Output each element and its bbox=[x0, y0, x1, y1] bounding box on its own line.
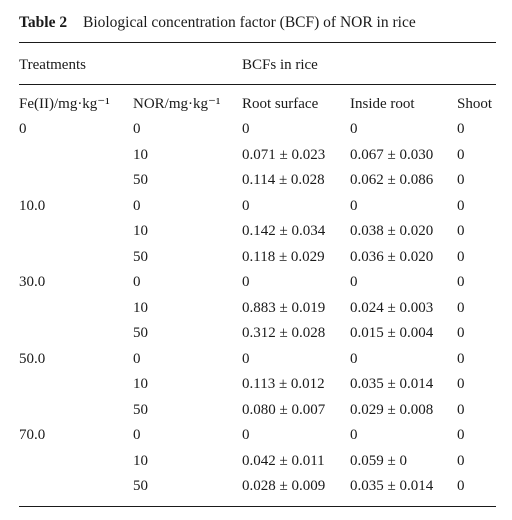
inside-root-cell: 0.015 ± 0.004 bbox=[350, 325, 434, 341]
shoot-cell: 0 bbox=[457, 351, 465, 367]
inside-root-cell: 0.038 ± 0.020 bbox=[350, 223, 434, 239]
root-surface-cell: 0.080 ± 0.007 bbox=[242, 402, 326, 418]
shoot-cell: 0 bbox=[457, 249, 465, 265]
fe-cell: 70.0 bbox=[19, 427, 46, 443]
inside-root-cell: 0 bbox=[350, 351, 358, 367]
root-surface-cell: 0.142 ± 0.034 bbox=[242, 223, 326, 239]
column-header-nor: NOR/mg·kg⁻¹ bbox=[133, 96, 221, 112]
column-header-root-surface: Root surface bbox=[242, 96, 319, 112]
column-header-inside-root: Inside root bbox=[350, 96, 415, 112]
fe-cell: 0 bbox=[19, 121, 27, 137]
shoot-cell: 0 bbox=[457, 453, 465, 469]
root-surface-cell: 0.071 ± 0.023 bbox=[242, 147, 326, 163]
inside-root-cell: 0 bbox=[350, 427, 358, 443]
shoot-cell: 0 bbox=[457, 198, 465, 214]
root-surface-cell: 0.114 ± 0.028 bbox=[242, 172, 325, 188]
nor-cell: 50 bbox=[133, 478, 148, 494]
shoot-cell: 0 bbox=[457, 147, 465, 163]
fe-cell: 50.0 bbox=[19, 351, 46, 367]
inside-root-cell: 0.024 ± 0.003 bbox=[350, 300, 434, 316]
inside-root-cell: 0 bbox=[350, 274, 358, 290]
nor-cell: 0 bbox=[133, 427, 141, 443]
nor-cell: 10 bbox=[133, 300, 148, 316]
table-number: Table 2 bbox=[19, 14, 68, 31]
shoot-cell: 0 bbox=[457, 376, 465, 392]
root-surface-cell: 0.113 ± 0.012 bbox=[242, 376, 325, 392]
column-header-fe: Fe(II)/mg·kg⁻¹ bbox=[19, 96, 110, 112]
inside-root-cell: 0 bbox=[350, 121, 358, 137]
root-surface-cell: 0.118 ± 0.029 bbox=[242, 249, 325, 265]
root-surface-cell: 0 bbox=[242, 198, 250, 214]
group-header-rule bbox=[19, 84, 496, 85]
treatments-group-header: Treatments bbox=[19, 57, 86, 73]
nor-cell: 0 bbox=[133, 274, 141, 290]
column-header-shoot: Shoot bbox=[457, 96, 493, 112]
nor-cell: 0 bbox=[133, 121, 141, 137]
shoot-cell: 0 bbox=[457, 427, 465, 443]
inside-root-cell: 0.029 ± 0.008 bbox=[350, 402, 434, 418]
shoot-cell: 0 bbox=[457, 478, 465, 494]
nor-cell: 10 bbox=[133, 453, 148, 469]
shoot-cell: 0 bbox=[457, 223, 465, 239]
fe-cell: 30.0 bbox=[19, 274, 46, 290]
root-surface-cell: 0.883 ± 0.019 bbox=[242, 300, 326, 316]
nor-cell: 0 bbox=[133, 351, 141, 367]
bottom-rule bbox=[19, 506, 496, 508]
inside-root-cell: 0.059 ± 0 bbox=[350, 453, 407, 469]
nor-cell: 50 bbox=[133, 172, 148, 188]
shoot-cell: 0 bbox=[457, 325, 465, 341]
shoot-cell: 0 bbox=[457, 121, 465, 137]
shoot-cell: 0 bbox=[457, 402, 465, 418]
root-surface-cell: 0.042 ± 0.011 bbox=[242, 453, 325, 469]
nor-cell: 10 bbox=[133, 376, 148, 392]
top-rule bbox=[19, 42, 496, 44]
nor-cell: 10 bbox=[133, 147, 148, 163]
nor-cell: 50 bbox=[133, 402, 148, 418]
shoot-cell: 0 bbox=[457, 274, 465, 290]
nor-cell: 10 bbox=[133, 223, 148, 239]
nor-cell: 50 bbox=[133, 325, 148, 341]
inside-root-cell: 0.062 ± 0.086 bbox=[350, 172, 434, 188]
root-surface-cell: 0 bbox=[242, 427, 250, 443]
nor-cell: 0 bbox=[133, 198, 141, 214]
table-title: Biological concentration factor (BCF) of… bbox=[82, 14, 416, 31]
root-surface-cell: 0 bbox=[242, 121, 250, 137]
root-surface-cell: 0 bbox=[242, 274, 250, 290]
fe-cell: 10.0 bbox=[19, 198, 46, 214]
root-surface-cell: 0 bbox=[242, 351, 250, 367]
root-surface-cell: 0.028 ± 0.009 bbox=[242, 478, 326, 494]
nor-cell: 50 bbox=[133, 249, 148, 265]
shoot-cell: 0 bbox=[457, 300, 465, 316]
table-caption: Table 2 Biological concentration factor … bbox=[19, 14, 416, 32]
inside-root-cell: 0.035 ± 0.014 bbox=[350, 478, 434, 494]
inside-root-cell: 0.067 ± 0.030 bbox=[350, 147, 434, 163]
bcfs-group-header: BCFs in rice bbox=[242, 57, 318, 73]
root-surface-cell: 0.312 ± 0.028 bbox=[242, 325, 326, 341]
inside-root-cell: 0.035 ± 0.014 bbox=[350, 376, 434, 392]
inside-root-cell: 0.036 ± 0.020 bbox=[350, 249, 434, 265]
shoot-cell: 0 bbox=[457, 172, 465, 188]
inside-root-cell: 0 bbox=[350, 198, 358, 214]
